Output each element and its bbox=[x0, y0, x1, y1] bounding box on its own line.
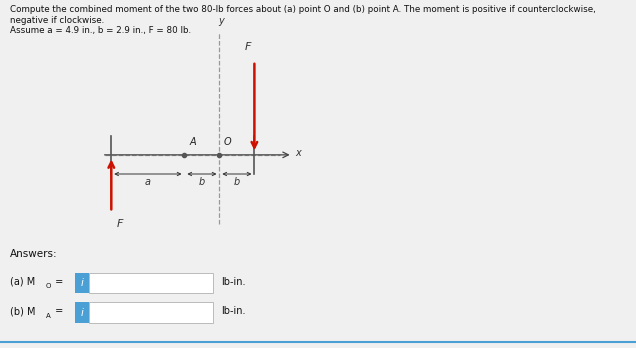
Text: Assume a = 4.9 in., b = 2.9 in., F = 80 lb.: Assume a = 4.9 in., b = 2.9 in., F = 80 … bbox=[10, 26, 191, 35]
FancyBboxPatch shape bbox=[75, 302, 89, 323]
FancyBboxPatch shape bbox=[89, 302, 213, 323]
Text: a: a bbox=[145, 177, 151, 188]
Text: lb-in.: lb-in. bbox=[221, 277, 245, 287]
Text: Compute the combined moment of the two 80-lb forces about (a) point O and (b) po: Compute the combined moment of the two 8… bbox=[10, 5, 595, 14]
FancyBboxPatch shape bbox=[89, 273, 213, 293]
Text: O: O bbox=[46, 283, 51, 289]
Text: A: A bbox=[46, 313, 50, 319]
Text: y: y bbox=[218, 16, 225, 26]
Text: negative if clockwise.: negative if clockwise. bbox=[10, 16, 104, 25]
Text: (a) M: (a) M bbox=[10, 277, 35, 287]
Text: O: O bbox=[223, 137, 231, 147]
Text: F: F bbox=[245, 42, 251, 52]
Text: F: F bbox=[116, 219, 123, 229]
Text: i: i bbox=[81, 308, 83, 317]
Text: A: A bbox=[190, 137, 196, 147]
Text: =: = bbox=[52, 277, 64, 287]
FancyBboxPatch shape bbox=[75, 273, 89, 293]
Text: i: i bbox=[81, 278, 83, 288]
Text: Answers:: Answers: bbox=[10, 249, 57, 259]
Text: (b) M: (b) M bbox=[10, 307, 35, 316]
Text: =: = bbox=[52, 307, 64, 316]
Text: b: b bbox=[234, 177, 240, 188]
Text: lb-in.: lb-in. bbox=[221, 307, 245, 316]
Text: x: x bbox=[296, 148, 301, 158]
Text: b: b bbox=[199, 177, 205, 188]
